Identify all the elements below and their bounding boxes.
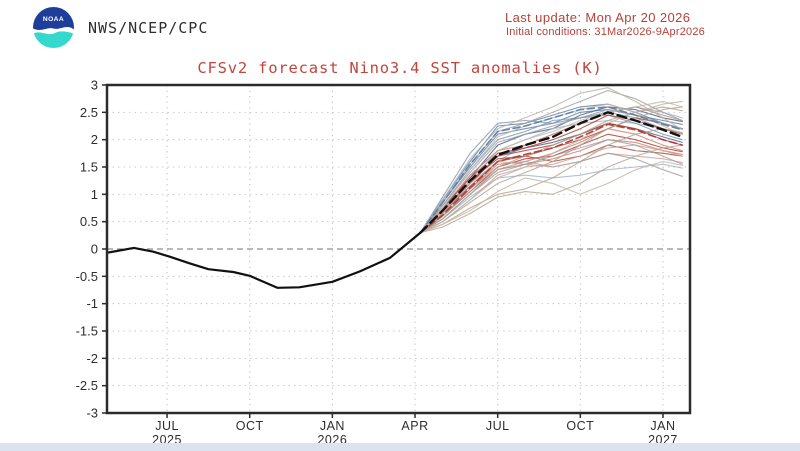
ensemble-mean-line <box>419 111 684 234</box>
logo-sea-shape <box>33 31 74 48</box>
ensemble-member-line <box>419 100 683 234</box>
ensemble-member-line <box>419 103 683 234</box>
initial-conditions-text: Initial conditions: 31Mar2026-9Apr2026 <box>506 26 705 38</box>
ensemble-member-line <box>419 152 683 234</box>
y-tick-label: 0.5 <box>80 214 98 229</box>
y-tick-label: -1 <box>86 296 98 311</box>
chart-title: CFSv2 forecast Nino3.4 SST anomalies (K) <box>197 59 603 77</box>
ensemble-member-line <box>419 144 683 234</box>
logo-sky-shape <box>33 7 74 30</box>
axis-group: 32.521.510.50-0.5-1-1.5-2-2.5-3JUL2025OC… <box>76 78 678 448</box>
logo-noaa-text: NOAA <box>43 16 64 23</box>
y-tick-label: 2.5 <box>80 105 98 120</box>
ensemble-member-line <box>419 117 683 234</box>
x-tick-label: JUL <box>486 419 510 433</box>
grid-group <box>107 85 690 413</box>
x-tick-label: JUL <box>155 419 179 433</box>
y-tick-label: -1.5 <box>76 324 98 339</box>
x-tick-label: OCT <box>566 419 594 433</box>
y-tick-label: 1 <box>91 187 98 202</box>
observed-line <box>107 231 422 289</box>
x-tick-label: APR <box>401 419 428 433</box>
series-group <box>107 87 684 289</box>
y-tick-label: 0 <box>91 242 98 257</box>
ensemble-member-line <box>419 106 683 234</box>
y-tick-label: -3 <box>86 406 98 421</box>
y-tick-label: 1.5 <box>80 160 98 175</box>
ensemble-member-line <box>419 87 683 234</box>
ensemble-member-line <box>419 160 683 234</box>
x-tick-label: OCT <box>236 419 264 433</box>
y-tick-label: -2 <box>86 351 98 366</box>
ensemble-member-line <box>419 139 683 234</box>
x-tick-label: JAN <box>650 419 675 433</box>
ensemble-member-line <box>419 106 683 234</box>
footer-strip <box>0 443 800 451</box>
y-tick-label: 2 <box>91 132 98 147</box>
noaa-logo: NOAA <box>33 7 74 48</box>
y-tick-label: 3 <box>91 78 98 93</box>
x-tick-label: JAN <box>320 419 345 433</box>
organization-label: NWS/NCEP/CPC <box>88 19 209 37</box>
group-mean-line <box>419 123 684 234</box>
group-mean-line <box>419 106 684 234</box>
y-tick-label: -2.5 <box>76 378 98 393</box>
y-tick-label: -0.5 <box>76 269 98 284</box>
ensemble-member-line <box>419 114 683 234</box>
ensemble-member-line <box>419 119 683 234</box>
ensemble-member-line <box>419 103 683 234</box>
last-update-text: Last update: Mon Apr 20 2026 <box>505 10 691 25</box>
